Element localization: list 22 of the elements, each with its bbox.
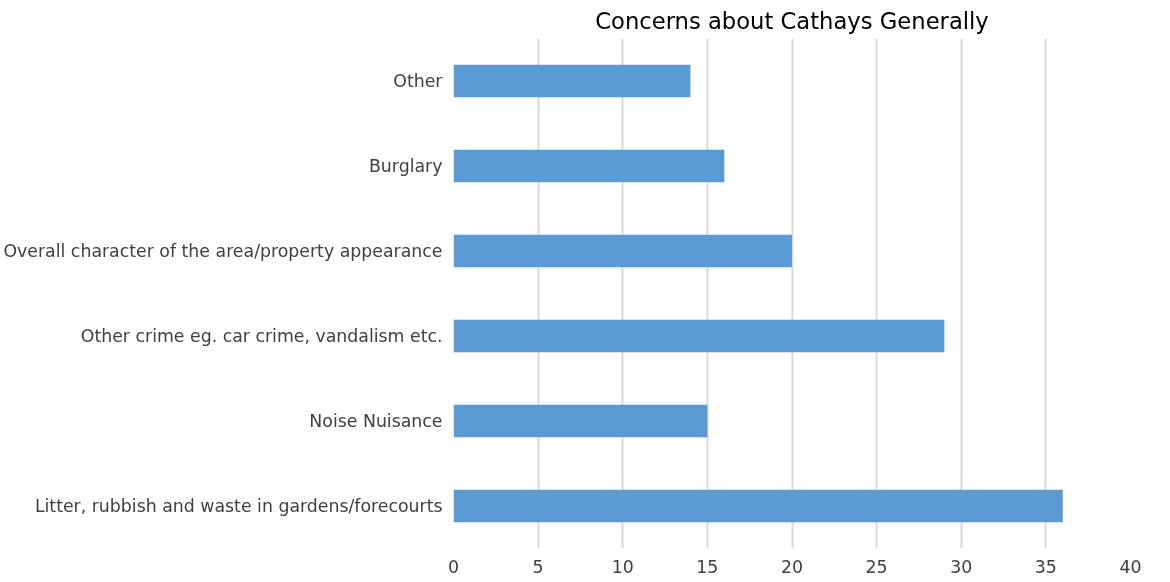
bar — [453, 149, 725, 183]
bar — [453, 234, 792, 268]
y-tick-label: Other — [393, 71, 444, 91]
bar — [453, 404, 708, 438]
y-tick-label: Noise Nuisance — [309, 411, 443, 431]
x-tick-label: 15 — [696, 556, 719, 577]
bar — [453, 489, 1063, 523]
y-tick-label: Overall character of the area/property appearance — [3, 241, 443, 261]
x-tick-label: 25 — [865, 556, 888, 577]
x-tick-label: 0 — [447, 556, 460, 577]
chart-title: Concerns about Cathays Generally — [595, 7, 989, 34]
bar — [453, 64, 691, 98]
y-tick-label: Burglary — [369, 156, 443, 176]
y-tick-label: Litter, rubbish and waste in gardens/forecourts — [34, 496, 443, 516]
x-tick-label: 5 — [532, 556, 544, 577]
x-tick-label: 10 — [611, 556, 634, 577]
bar — [453, 319, 945, 353]
x-tick-label: 30 — [950, 556, 973, 577]
x-tick-label: 35 — [1034, 556, 1057, 577]
x-tick-label: 40 — [1119, 556, 1142, 577]
y-tick-label: Other crime eg. car crime, vandalism etc. — [80, 326, 443, 346]
x-tick-label: 20 — [780, 556, 804, 577]
